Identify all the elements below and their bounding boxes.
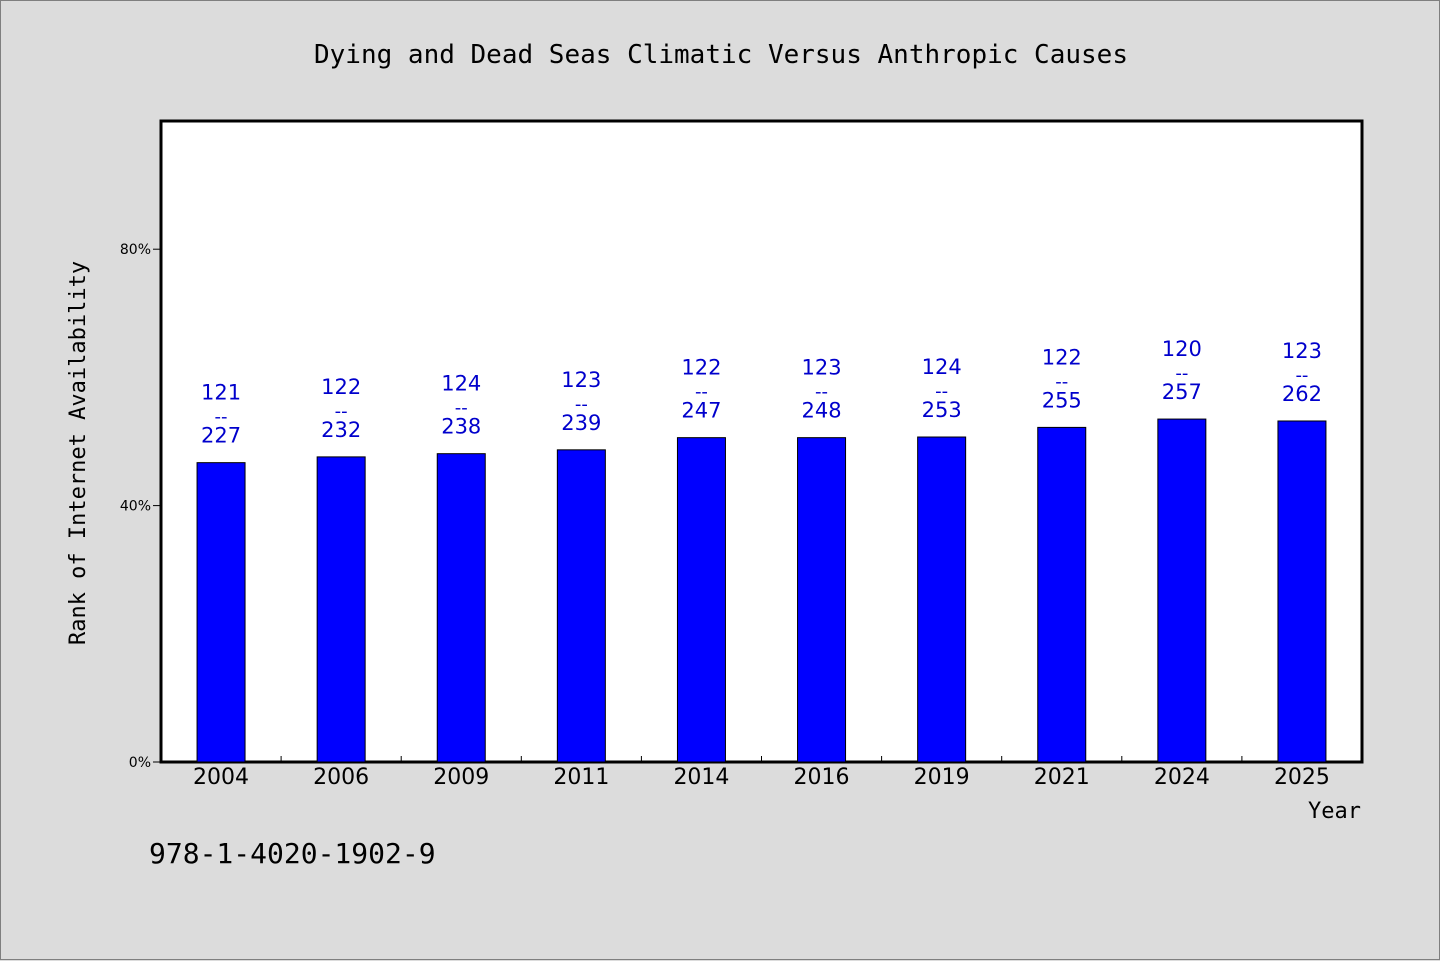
bar-label-bottom-2004: 227 (201, 424, 241, 448)
y-ticks-group: 0% 40% 80% (120, 242, 161, 771)
x-tick-label-2021: 2021 (1034, 765, 1090, 790)
x-tick-label-2024: 2024 (1154, 765, 1210, 790)
y-tick-label: 80% (120, 242, 151, 258)
bar-label-sep-2024: -- (1175, 363, 1188, 384)
x-tick-label-2025: 2025 (1274, 765, 1330, 790)
bar-label-bottom-2024: 257 (1162, 380, 1202, 404)
x-axis-label: Year (1308, 799, 1361, 824)
bar-label-bottom-2009: 238 (441, 415, 481, 439)
x-tick-label-2004: 2004 (193, 765, 249, 790)
bar-label-top-2004: 121 (201, 381, 241, 405)
x-ticks-group: 2004 2006 2009 2011 2014 2016 2019 2021 2024 2025 (193, 756, 1330, 790)
bar-label-top-2024: 120 (1162, 337, 1202, 361)
bar-label-top-2021: 122 (1042, 345, 1082, 369)
isbn-text: 978-1-4020-1902-9 (149, 837, 436, 870)
bar-label-sep-2021: -- (1055, 371, 1068, 392)
bar-label-sep-2006: -- (335, 401, 348, 422)
bar-label-bottom-2025: 262 (1282, 382, 1322, 406)
bar-2014 (676, 437, 726, 763)
y-tick-label: 40% (120, 499, 151, 515)
x-tick-label-2006: 2006 (313, 765, 369, 790)
bar-label-top-2019: 124 (922, 355, 962, 379)
bar-label-top-2006: 122 (321, 375, 361, 399)
bar-label-bottom-2011: 239 (561, 411, 601, 435)
bar-label-sep-2025: -- (1295, 365, 1308, 386)
bar-label-top-2016: 123 (802, 356, 842, 380)
x-tick-label-2014: 2014 (673, 765, 729, 790)
bar-label-sep-2016: -- (815, 382, 828, 403)
bar-2011 (556, 449, 606, 763)
bar-label-top-2025: 123 (1282, 339, 1322, 363)
bar-2004 (196, 462, 246, 763)
bar-label-sep-2019: -- (935, 381, 948, 402)
bar-label-sep-2009: -- (455, 398, 468, 419)
bar-label-bottom-2019: 253 (922, 398, 962, 422)
bar-label-top-2011: 123 (561, 368, 601, 392)
x-tick-label-2011: 2011 (553, 765, 609, 790)
bar-label-bottom-2014: 247 (681, 399, 721, 423)
bar-label-top-2014: 122 (681, 356, 721, 380)
x-tick-label-2009: 2009 (433, 765, 489, 790)
bar-label-sep-2014: -- (695, 382, 708, 403)
bar-2019 (917, 436, 967, 763)
bar-label-sep-2004: -- (215, 407, 228, 428)
bar-2009 (436, 453, 486, 763)
y-axis-label: Rank of Internet Availability (66, 261, 91, 645)
bar-label-bottom-2021: 255 (1042, 388, 1082, 412)
bar-label-bottom-2006: 232 (321, 418, 361, 442)
y-tick-label: 0% (129, 755, 151, 771)
bar-2024 (1157, 418, 1207, 763)
bar-label-bottom-2016: 248 (802, 399, 842, 423)
bar-2006 (316, 456, 366, 763)
bar-label-top-2009: 124 (441, 372, 481, 396)
bar-2016 (797, 437, 847, 763)
x-tick-label-2019: 2019 (914, 765, 970, 790)
bar-2025 (1277, 420, 1327, 763)
bar-2021 (1037, 426, 1087, 763)
bars-group: 227--121232--122238--124239--123247--122… (196, 337, 1327, 763)
x-tick-label-2016: 2016 (794, 765, 850, 790)
bar-label-sep-2011: -- (575, 394, 588, 415)
chart-title: Dying and Dead Seas Climatic Versus Anth… (314, 40, 1128, 70)
